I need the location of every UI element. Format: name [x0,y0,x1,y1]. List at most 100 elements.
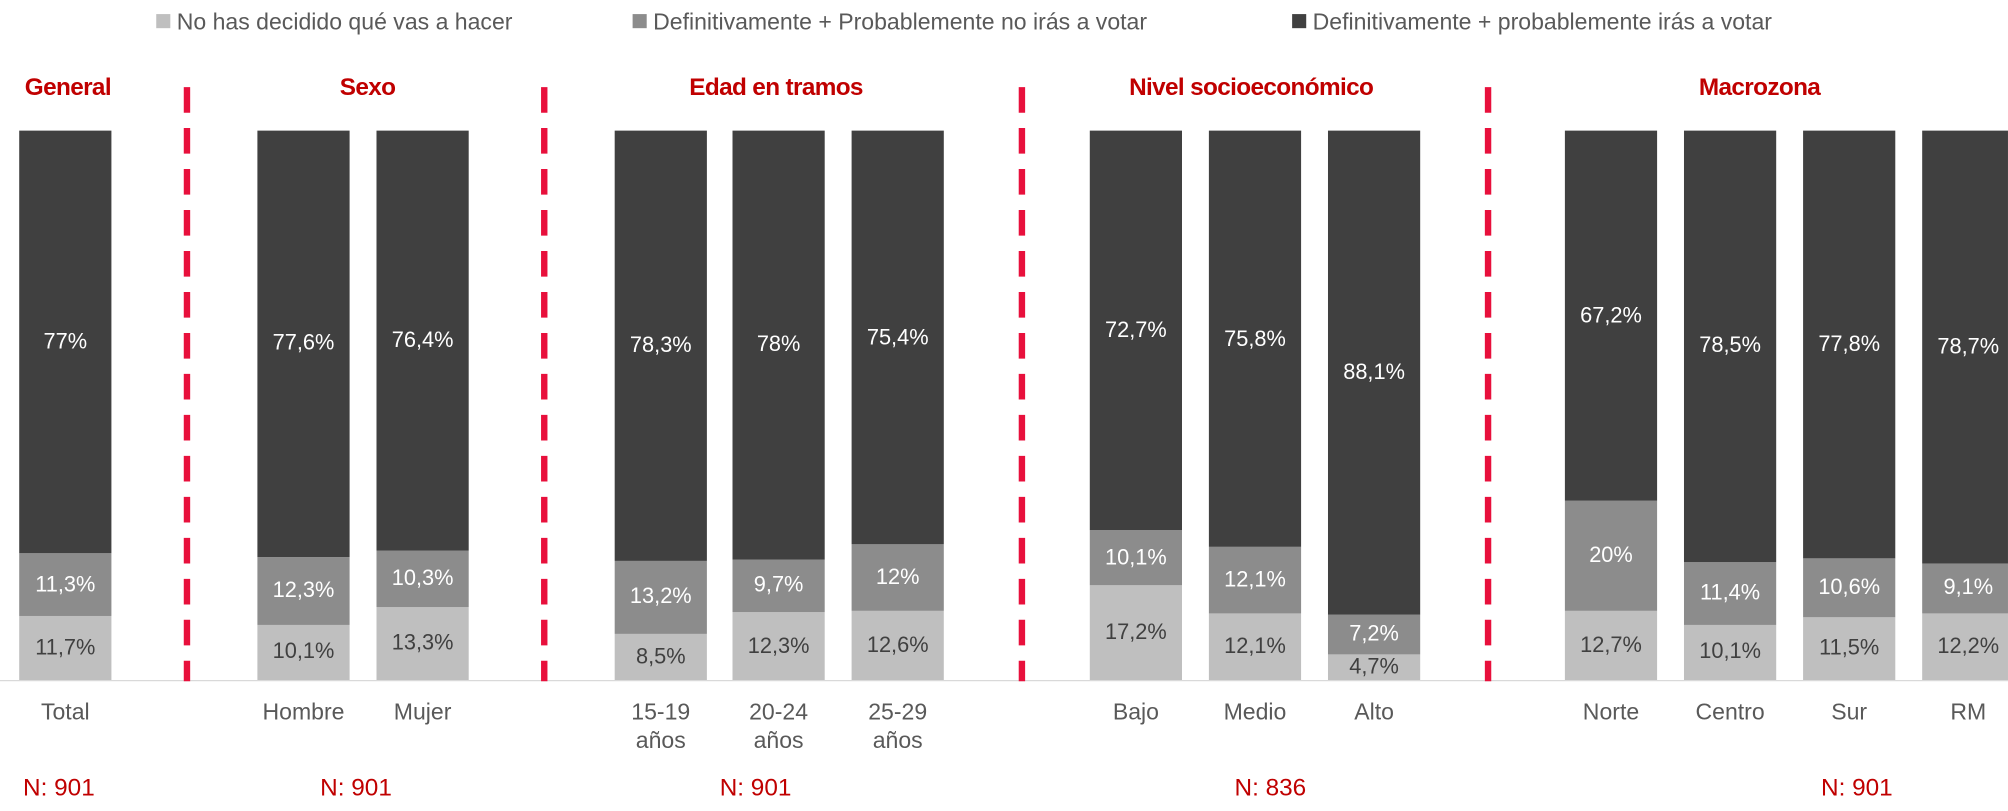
legend-item: No has decidido qué vas a hacer [156,9,512,36]
data-label: 11,4% [1700,580,1761,605]
bar-segment [732,130,825,560]
x-tick-label: 25-29 años [868,699,928,753]
data-label: 9,1% [1943,575,1994,600]
data-label: 76,4% [391,327,454,353]
bar-segment [257,624,350,680]
data-label: 75,4% [866,324,929,350]
x-tick-label: Hombre [262,699,345,725]
bar-segment [19,615,112,680]
x-tick-label: Bajo [1112,699,1159,725]
bar-segment [376,606,469,680]
bar-segment [1564,500,1658,611]
bar-segment [376,550,469,607]
x-tick-label: Total [40,699,90,725]
bar-segment [1089,585,1182,680]
group-dividers [183,87,1492,682]
bar-segment [257,556,350,625]
data-label: 10,3% [391,565,454,591]
data-label: 12,1% [1224,567,1286,592]
data-label: 10,6% [1818,574,1881,600]
data-label: 9,7% [753,572,804,598]
data-label: 10,1% [1105,544,1167,570]
data-label: 77,6% [272,330,335,356]
group-note: N: 901 [320,774,392,802]
data-label: 78,7% [1937,333,2000,359]
data-label: 7,2% [1349,621,1399,646]
x-tick-label: Sur [1831,699,1868,725]
group-note: N: 901 [719,774,792,802]
bar-segment [19,553,112,616]
bar-segment [1803,616,1896,680]
data-label: 8,5% [635,643,686,669]
data-label: 12,6% [866,632,929,657]
data-label: 11,5% [1819,635,1880,660]
x-tick-label: Mujer [393,699,452,725]
data-label: 12,1% [1224,633,1286,659]
x-tick-label: Medio [1223,699,1287,725]
data-label: 77% [43,329,88,354]
x-tick-label: RM [1950,699,1987,725]
data-label: 12,7% [1580,632,1642,657]
group-note: N: 901 [1821,774,1893,802]
bar-segment [376,130,469,551]
bar-segment [1208,547,1302,614]
x-tick-label: 15-19 años [631,699,691,753]
bar-segment [732,612,825,680]
bar-segment [1683,130,1777,562]
data-label: 72,7% [1105,317,1167,342]
bar-segment [614,633,707,680]
data-label: 12% [875,565,920,590]
bar-segment [614,130,707,561]
group-title: Macrozona [1698,74,1821,102]
bar-segment [257,130,350,557]
data-label: 10,1% [1699,639,1761,664]
group-title: Nivel socioeconómico [1129,74,1374,102]
bar-segment [1208,613,1302,680]
bar-segment [1803,131,1896,559]
legend-swatch [632,14,647,29]
data-label: 10,1% [272,639,335,664]
legend-swatch [1292,14,1307,29]
bar-segment [1683,561,1777,625]
bar-segment [1327,654,1421,680]
data-label: 12,3% [747,633,810,658]
data-label: 67,2% [1580,302,1642,328]
bar-segment [1564,610,1658,680]
group-title: Sexo [339,74,396,102]
data-label: 12,2% [1937,633,2000,659]
bar-segment [1564,131,1658,501]
legend-label: Definitivamente + Probablemente no irás … [653,8,1148,35]
bar-segment [1089,130,1182,531]
bar-segment [1922,130,2008,563]
bar-segment [1922,562,2008,613]
bar-segment [1327,130,1421,615]
group-note: N: 901 [23,774,95,802]
bar-segment [1089,530,1182,586]
x-tick-label: 20-24 años [749,699,809,753]
group-note: N: 836 [1234,774,1307,802]
data-label: 4,7% [1349,654,1399,679]
bar-segment [851,610,944,680]
bar-segment [851,130,944,545]
data-label: 88,1% [1343,359,1405,385]
bar-segment [1803,558,1896,617]
x-tick-label: Centro [1695,699,1765,725]
legend-swatch [156,14,171,29]
bar-segment [1683,624,1777,680]
data-label: 17,2% [1105,619,1167,645]
legend-label: Definitivamente + probablemente irás a v… [1312,8,1772,35]
bar-segment [1327,614,1421,655]
data-label: 77,8% [1818,332,1881,357]
group-title: Edad en tramos [689,74,863,102]
legend-item: Definitivamente + probablemente irás a v… [1292,9,1772,36]
bar-segment [732,559,825,613]
bar-segment [19,130,112,554]
data-label: 11,7% [35,635,96,660]
data-label: 12,3% [272,577,335,603]
legend-label: No has decidido qué vas a hacer [176,8,513,35]
x-tick-label: Alto [1354,699,1394,725]
bar-segment [614,560,707,634]
legend-item: Definitivamente + Probablemente no irás … [632,8,1148,36]
